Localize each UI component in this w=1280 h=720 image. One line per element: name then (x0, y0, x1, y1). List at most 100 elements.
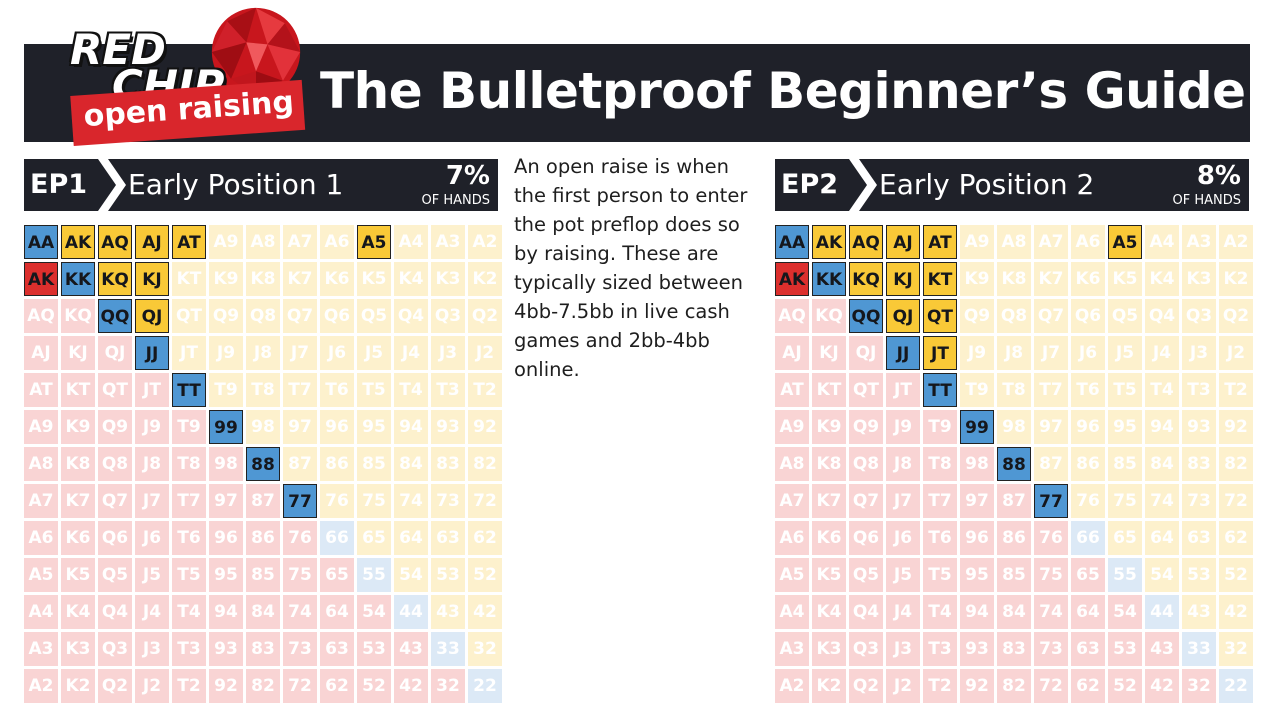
open-raise-description: An open raise is when the first person t… (514, 155, 748, 381)
hand-cell-75-offsuit: 75 (283, 558, 317, 592)
hand-cell-j8-suited: J8 (997, 336, 1031, 370)
hand-cell-k7-suited: K7 (283, 262, 317, 296)
hand-cell-qj-suited: QJ (886, 299, 920, 333)
hand-cell-t8-suited: T8 (997, 373, 1031, 407)
hand-cell-j8-offsuit: J8 (886, 447, 920, 481)
hand-cell-k7-suited: K7 (1034, 262, 1068, 296)
hand-cell-k3-offsuit: K3 (61, 632, 95, 666)
hand-cell-j7-suited: J7 (283, 336, 317, 370)
hand-cell-j4-offsuit: J4 (135, 595, 169, 629)
hand-cell-j4-suited: J4 (394, 336, 428, 370)
hand-cell-75-offsuit: 75 (1034, 558, 1068, 592)
hand-cell-j7-offsuit: J7 (135, 484, 169, 518)
hand-cell-a3-suited: A3 (1182, 225, 1216, 259)
hand-cell-t9-suited: T9 (960, 373, 994, 407)
hand-cell-q2-suited: Q2 (468, 299, 502, 333)
hand-cell-j8-offsuit: J8 (135, 447, 169, 481)
hand-cell-66-pair: 66 (320, 521, 354, 555)
hand-cell-aj-suited: AJ (135, 225, 169, 259)
logo-banner-text: open raising (82, 84, 295, 135)
hand-cell-q6-suited: Q6 (1071, 299, 1105, 333)
hand-cell-a2-suited: A2 (468, 225, 502, 259)
hand-cell-87-suited: 87 (283, 447, 317, 481)
hand-cell-t7-offsuit: T7 (923, 484, 957, 518)
hand-cell-kj-suited: KJ (886, 262, 920, 296)
hand-cell-k6-offsuit: K6 (812, 521, 846, 555)
hand-cell-72-offsuit: 72 (1034, 669, 1068, 703)
hand-cell-t9-offsuit: T9 (172, 410, 206, 444)
hand-cell-k3-suited: K3 (431, 262, 465, 296)
hand-cell-kq-offsuit: KQ (812, 299, 846, 333)
hand-cell-63-suited: 63 (431, 521, 465, 555)
hand-cell-k7-offsuit: K7 (61, 484, 95, 518)
hand-cell-t5-suited: T5 (1108, 373, 1142, 407)
hand-cell-j7-offsuit: J7 (886, 484, 920, 518)
hand-cell-q2-offsuit: Q2 (98, 669, 132, 703)
hand-cell-q3-suited: Q3 (431, 299, 465, 333)
hand-cell-65-offsuit: 65 (1071, 558, 1105, 592)
hand-cell-53-suited: 53 (1182, 558, 1216, 592)
hand-cell-77-pair: 77 (1034, 484, 1068, 518)
hand-cell-k4-offsuit: K4 (61, 595, 95, 629)
hand-cell-82-suited: 82 (1219, 447, 1253, 481)
hand-cell-qq-pair: QQ (849, 299, 883, 333)
hand-cell-63-offsuit: 63 (1071, 632, 1105, 666)
hand-cell-t9-suited: T9 (209, 373, 243, 407)
hand-cell-aj-offsuit: AJ (24, 336, 58, 370)
hand-cell-77-pair: 77 (283, 484, 317, 518)
hand-cell-q5-offsuit: Q5 (849, 558, 883, 592)
hand-cell-aq-offsuit: AQ (775, 299, 809, 333)
hand-cell-97-offsuit: 97 (960, 484, 994, 518)
hand-cell-q3-suited: Q3 (1182, 299, 1216, 333)
hand-cell-ak-suited: AK (812, 225, 846, 259)
hand-cell-a4-offsuit: A4 (24, 595, 58, 629)
hand-cell-52-suited: 52 (468, 558, 502, 592)
position-header-ep2: EP2 Early Position 2 8% OF HANDS (775, 159, 1249, 211)
hand-cell-tt-pair: TT (172, 373, 206, 407)
hand-cell-t3-suited: T3 (431, 373, 465, 407)
chevron-right-icon (98, 159, 126, 211)
hand-cell-72-suited: 72 (1219, 484, 1253, 518)
hand-cell-65-offsuit: 65 (320, 558, 354, 592)
hand-cell-t6-suited: T6 (1071, 373, 1105, 407)
hand-cell-j6-offsuit: J6 (886, 521, 920, 555)
hand-cell-75-suited: 75 (357, 484, 391, 518)
hand-cell-42-offsuit: 42 (394, 669, 428, 703)
hand-cell-62-suited: 62 (468, 521, 502, 555)
hand-cell-43-suited: 43 (431, 595, 465, 629)
hand-cell-aj-offsuit: AJ (775, 336, 809, 370)
hand-cell-42-offsuit: 42 (1145, 669, 1179, 703)
hand-cell-qj-suited: QJ (135, 299, 169, 333)
hand-cell-kt-suited: KT (923, 262, 957, 296)
hand-cell-98-offsuit: 98 (960, 447, 994, 481)
hands-percent: 8% (1196, 161, 1241, 191)
hand-cell-tt-pair: TT (923, 373, 957, 407)
hand-cell-j8-suited: J8 (246, 336, 280, 370)
hand-cell-52-suited: 52 (1219, 558, 1253, 592)
hand-cell-33-pair: 33 (431, 632, 465, 666)
position-code: EP1 (30, 169, 88, 200)
hand-cell-q8-suited: Q8 (246, 299, 280, 333)
hand-cell-k9-offsuit: K9 (61, 410, 95, 444)
hand-cell-t4-suited: T4 (1145, 373, 1179, 407)
hand-cell-54-suited: 54 (394, 558, 428, 592)
hand-cell-k9-suited: K9 (960, 262, 994, 296)
hand-cell-aa-pair: AA (24, 225, 58, 259)
hand-cell-k4-suited: K4 (1145, 262, 1179, 296)
hand-cell-j9-offsuit: J9 (886, 410, 920, 444)
hand-cell-44-pair: 44 (1145, 595, 1179, 629)
hand-cell-86-suited: 86 (320, 447, 354, 481)
hand-cell-q8-offsuit: Q8 (849, 447, 883, 481)
hand-cell-72-suited: 72 (468, 484, 502, 518)
hand-cell-64-offsuit: 64 (1071, 595, 1105, 629)
hand-cell-98-suited: 98 (246, 410, 280, 444)
hand-cell-kq-offsuit: KQ (61, 299, 95, 333)
hand-cell-t8-offsuit: T8 (172, 447, 206, 481)
hand-cell-q4-suited: Q4 (1145, 299, 1179, 333)
hand-cell-53-offsuit: 53 (357, 632, 391, 666)
hand-cell-k6-suited: K6 (320, 262, 354, 296)
hand-cell-97-offsuit: 97 (209, 484, 243, 518)
hand-cell-97-suited: 97 (283, 410, 317, 444)
hand-cell-q5-suited: Q5 (357, 299, 391, 333)
hand-cell-j5-suited: J5 (1108, 336, 1142, 370)
